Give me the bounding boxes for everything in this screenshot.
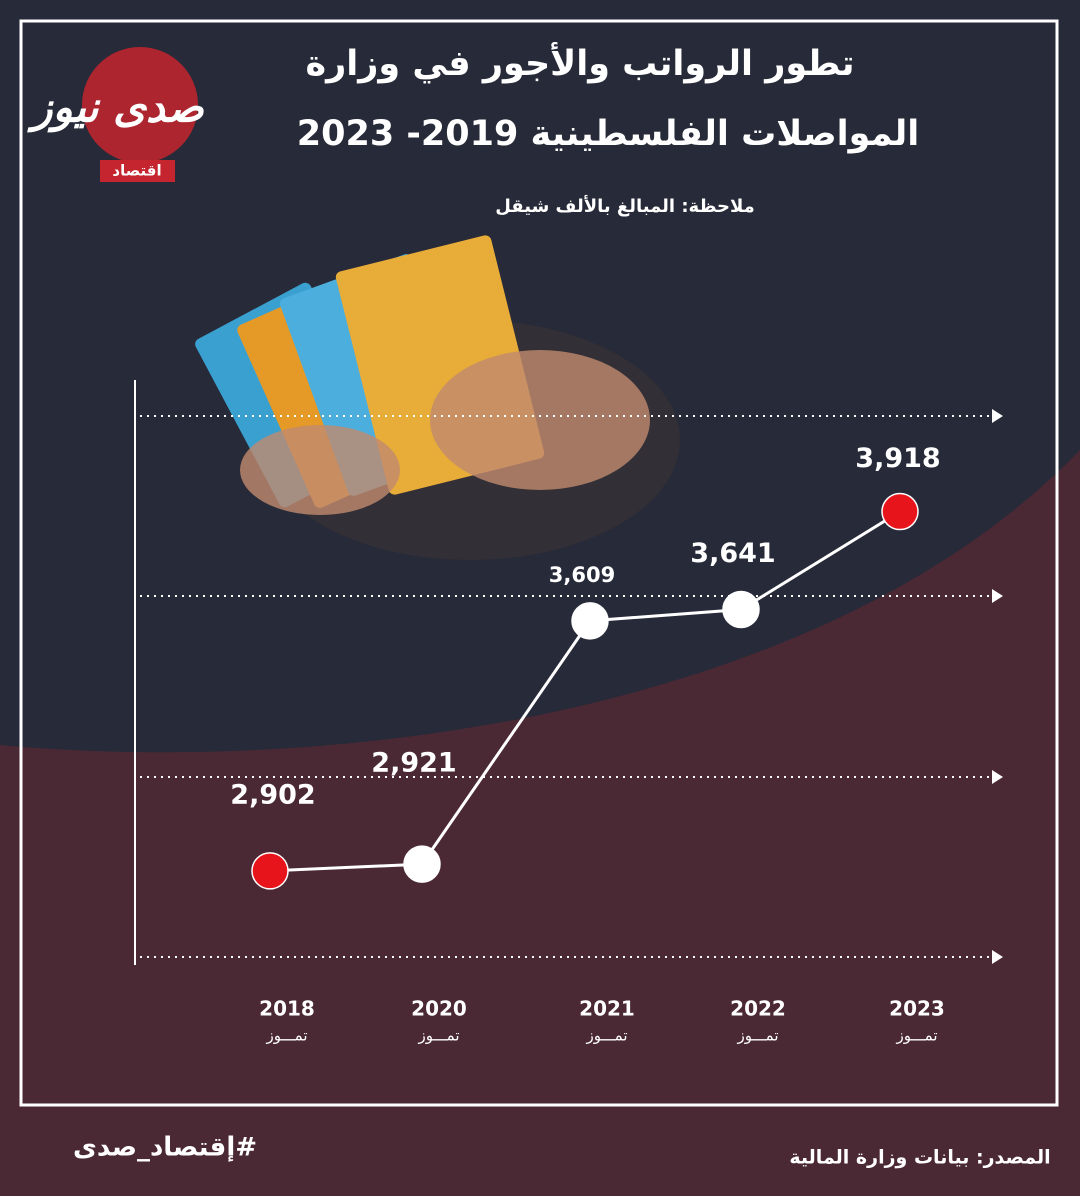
- x-tick-label: 2020: [411, 997, 467, 1021]
- arrow: [992, 589, 1003, 603]
- x-tick-label: 2018: [259, 997, 315, 1021]
- x-tick-sublabel: تمـــوز: [895, 1027, 937, 1045]
- guide-arrows: [992, 409, 1003, 964]
- chart-title: تطور الرواتب والأجور في وزارة: [305, 41, 854, 84]
- guides: [134, 380, 992, 965]
- value-label: 2,921: [371, 748, 456, 779]
- background-curve: [0, 450, 1080, 1196]
- x-tick-sublabel: تمـــوز: [585, 1027, 627, 1045]
- point: [571, 602, 609, 640]
- point: [881, 492, 919, 531]
- hashtag: #إقتصاد_صدى: [73, 1133, 257, 1163]
- logo-tag: اقتصاد: [112, 162, 161, 180]
- value-label: 2,902: [230, 779, 315, 810]
- point: [251, 852, 289, 890]
- x-tick-sublabel: تمـــوز: [417, 1027, 459, 1045]
- value-label: 3,641: [690, 538, 775, 569]
- x-tick-sublabel: تمـــوز: [265, 1027, 307, 1045]
- logo-circle: [82, 47, 198, 163]
- money-illustration: [195, 235, 680, 560]
- source: المصدر: بيانات وزارة المالية: [789, 1147, 1050, 1169]
- arrow: [992, 409, 1003, 423]
- x-tick-label: 2022: [730, 997, 786, 1021]
- value-label: 3,918: [855, 443, 940, 474]
- x-tick-sublabel: تمـــوز: [736, 1027, 778, 1045]
- logo: صدى نيوز اقتصاد: [26, 47, 205, 182]
- chart-title: المواصلات الفلسطينية 2019- 2023: [297, 114, 919, 154]
- arrow: [992, 950, 1003, 964]
- point: [403, 845, 441, 883]
- frame: [19, 19, 1059, 1107]
- logo-tag-bg: [100, 160, 175, 182]
- x-tick-label: 2021: [579, 997, 635, 1021]
- logo-name: صدى نيوز: [26, 83, 205, 133]
- arrow: [992, 770, 1003, 784]
- x-tick-label: 2023: [889, 997, 945, 1021]
- chart-subtitle: ملاحظة: المبالغ بالألف شيقل: [495, 195, 755, 217]
- value-label: 3,609: [549, 563, 615, 587]
- point: [722, 590, 760, 629]
